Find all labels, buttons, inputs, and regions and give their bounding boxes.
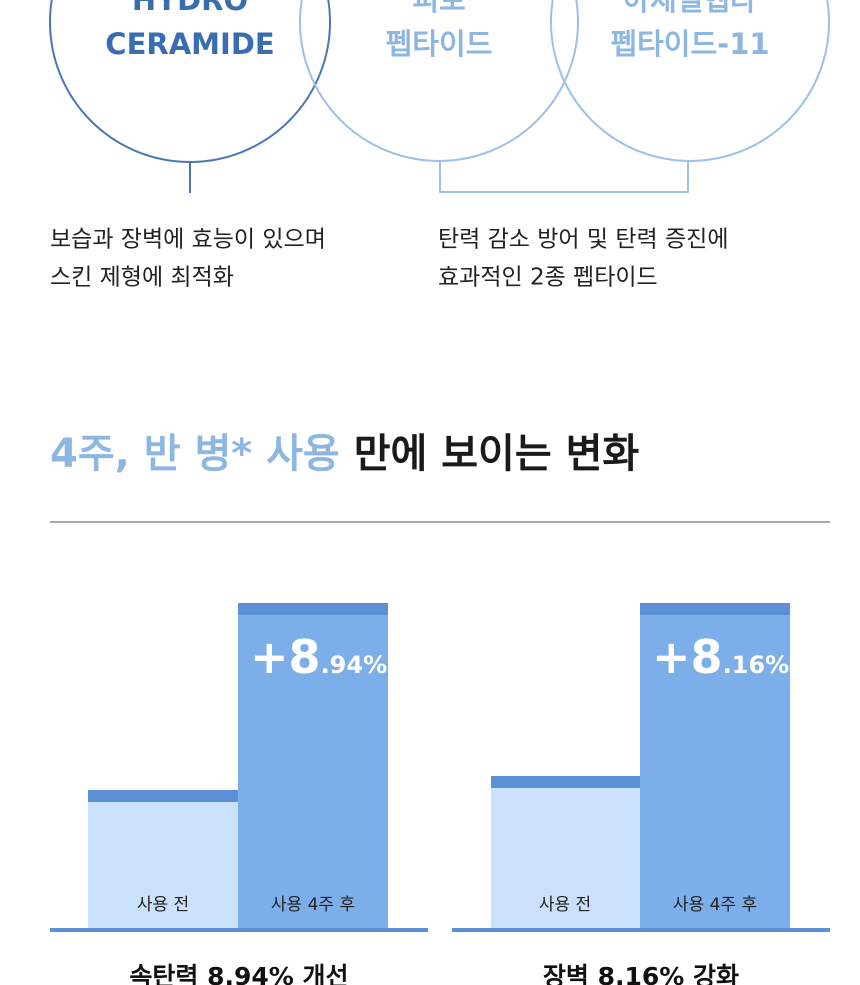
after-bar bbox=[238, 603, 388, 930]
headline-highlight: 4주, 반 병* 사용 bbox=[50, 431, 340, 477]
circle bbox=[299, 0, 579, 162]
ingredient-name: HYDRO bbox=[132, 0, 248, 17]
description: 탄력 감소 방어 및 탄력 증진에 bbox=[438, 227, 728, 253]
bar-label: 사용 전 bbox=[137, 895, 189, 915]
description: 보습과 장벽에 효능이 있으며 bbox=[50, 227, 326, 253]
bar-label: 사용 4주 후 bbox=[673, 895, 757, 915]
bar-cap bbox=[640, 603, 790, 615]
headline-rest: 만에 보이는 변화 bbox=[354, 431, 640, 477]
increase-main: +8 bbox=[652, 630, 723, 684]
before-bar bbox=[88, 790, 238, 930]
increase-main: +8 bbox=[250, 630, 321, 684]
bar-cap bbox=[238, 603, 388, 615]
bar-cap bbox=[88, 790, 238, 802]
caption: 속탄력 8.94% 개선 bbox=[129, 962, 348, 985]
caption: 장벽 8.16% 강화 bbox=[543, 962, 739, 985]
after-bar bbox=[640, 603, 790, 930]
circle bbox=[49, 0, 331, 163]
headline: 4주, 반 병* 사용 만에 보이는 변화 bbox=[50, 431, 639, 477]
ingredient-name: 아세틸헵타 bbox=[623, 0, 757, 17]
description: 스킨 제형에 최적화 bbox=[50, 265, 234, 291]
increase-decimal: .94% bbox=[321, 651, 388, 679]
bar-label: 사용 4주 후 bbox=[271, 895, 355, 915]
circle bbox=[550, 0, 830, 162]
descriptions: 보습과 장벽에 효능이 있으며 스킨 제형에 최적화 탄력 감소 방어 및 탄력… bbox=[50, 227, 728, 291]
increase-label: +8.16% bbox=[652, 630, 789, 684]
increase-label: +8.94% bbox=[250, 630, 387, 684]
bar-cap bbox=[491, 776, 640, 788]
bar-label: 사용 전 bbox=[539, 895, 591, 915]
ingredient-name: 피토 bbox=[412, 0, 465, 17]
ingredient-name: CERAMIDE bbox=[105, 27, 274, 61]
ingredient-name: 펩타이드-11 bbox=[610, 27, 769, 61]
increase-decimal: .16% bbox=[723, 651, 790, 679]
description: 효과적인 2종 펩타이드 bbox=[438, 265, 658, 291]
before-bar bbox=[491, 776, 640, 930]
circle-labels: HYDRO CERAMIDE 피토 펩타이드 아세틸헵타 펩타이드-11 bbox=[105, 0, 769, 61]
ingredient-name: 펩타이드 bbox=[386, 27, 493, 61]
bracket bbox=[439, 160, 689, 193]
